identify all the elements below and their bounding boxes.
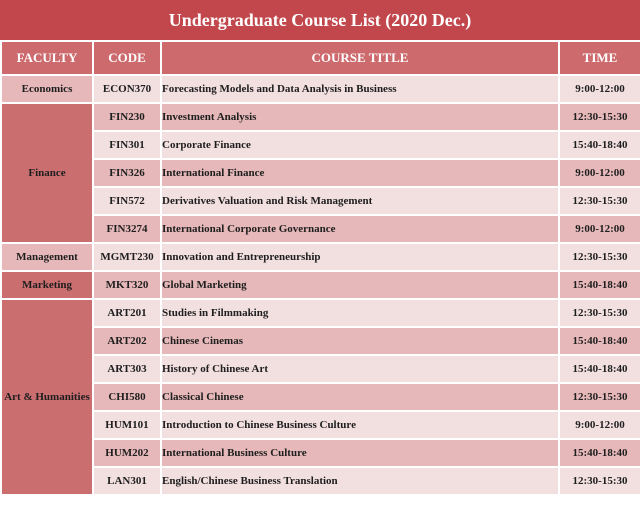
course-code: MKT320 — [92, 270, 162, 300]
course-code: FIN301 — [92, 130, 162, 160]
course-time: 9:00-12:00 — [558, 158, 640, 188]
course-time: 9:00-12:00 — [558, 74, 640, 104]
course-code: ART201 — [92, 298, 162, 328]
course-time: 15:40-18:40 — [558, 130, 640, 160]
course-title: Innovation and Entrepreneurship — [160, 242, 560, 272]
course-time: 12:30-15:30 — [558, 186, 640, 216]
course-time: 15:40-18:40 — [558, 438, 640, 468]
course-code: HUM202 — [92, 438, 162, 468]
course-code: FIN230 — [92, 102, 162, 132]
faculty-cell-economics: Economics — [0, 74, 94, 104]
course-title: Forecasting Models and Data Analysis in … — [160, 74, 560, 104]
table-row: HUM202 International Business Culture 15… — [1, 438, 640, 468]
course-title: International Finance — [160, 158, 560, 188]
table-row: Art & Humanities ART201 Studies in Filmm… — [0, 298, 640, 496]
table-header-row: FACULTY CODE COURSE TITLE TIME — [0, 40, 640, 76]
table-row: Management MGMT230 Innovation and Entrep… — [0, 242, 640, 272]
course-code: FIN326 — [92, 158, 162, 188]
table-row: FIN326 International Finance 9:00-12:00 — [1, 158, 640, 188]
course-time: 12:30-15:30 — [558, 382, 640, 412]
course-time: 15:40-18:40 — [558, 270, 640, 300]
header-course-title: COURSE TITLE — [160, 40, 560, 76]
table-row: CHI580 Classical Chinese 12:30-15:30 — [1, 382, 640, 412]
course-table: FACULTY CODE COURSE TITLE TIME Economics… — [0, 40, 640, 496]
course-time: 9:00-12:00 — [558, 410, 640, 440]
course-title: Global Marketing — [160, 270, 560, 300]
table-row: FIN572 Derivatives Valuation and Risk Ma… — [1, 186, 640, 216]
table-row: FIN301 Corporate Finance 15:40-18:40 — [1, 130, 640, 160]
course-title: International Corporate Governance — [160, 214, 560, 244]
course-title: Classical Chinese — [160, 382, 560, 412]
course-time: 12:30-15:30 — [558, 466, 640, 496]
course-code: ECON370 — [92, 74, 162, 104]
table-row: Finance FIN230 Investment Analysis 12:30… — [0, 102, 640, 244]
faculty-cell-finance: Finance — [0, 102, 94, 244]
course-time: 12:30-15:30 — [558, 102, 640, 132]
table-row: HUM101 Introduction to Chinese Business … — [1, 410, 640, 440]
course-code: CHI580 — [92, 382, 162, 412]
course-code: FIN572 — [92, 186, 162, 216]
course-time: 15:40-18:40 — [558, 354, 640, 384]
faculty-cell-management: Management — [0, 242, 94, 272]
course-title: Investment Analysis — [160, 102, 560, 132]
course-time: 9:00-12:00 — [558, 214, 640, 244]
course-code: ART202 — [92, 326, 162, 356]
table-row: ART303 History of Chinese Art 15:40-18:4… — [1, 354, 640, 384]
course-title: History of Chinese Art — [160, 354, 560, 384]
course-title: International Business Culture — [160, 438, 560, 468]
table-row: LAN301 English/Chinese Business Translat… — [1, 466, 640, 496]
page-title: Undergraduate Course List (2020 Dec.) — [0, 0, 640, 40]
course-title: Introduction to Chinese Business Culture — [160, 410, 560, 440]
course-code: ART303 — [92, 354, 162, 384]
course-title: Corporate Finance — [160, 130, 560, 160]
course-time: 12:30-15:30 — [558, 298, 640, 328]
table-row: Economics ECON370 Forecasting Models and… — [0, 74, 640, 104]
table-row: FIN3274 International Corporate Governan… — [1, 214, 640, 244]
course-title: Studies in Filmmaking — [160, 298, 560, 328]
faculty-cell-art-humanities: Art & Humanities — [0, 298, 94, 496]
course-code: FIN3274 — [92, 214, 162, 244]
course-code: MGMT230 — [92, 242, 162, 272]
course-title: Chinese Cinemas — [160, 326, 560, 356]
header-time: TIME — [558, 40, 640, 76]
course-title: English/Chinese Business Translation — [160, 466, 560, 496]
header-code: CODE — [92, 40, 162, 76]
header-faculty: FACULTY — [0, 40, 94, 76]
table-row: Marketing MKT320 Global Marketing 15:40-… — [0, 270, 640, 300]
course-code: HUM101 — [92, 410, 162, 440]
course-time: 15:40-18:40 — [558, 326, 640, 356]
course-title: Derivatives Valuation and Risk Managemen… — [160, 186, 560, 216]
table-row: ART202 Chinese Cinemas 15:40-18:40 — [1, 326, 640, 356]
faculty-cell-marketing: Marketing — [0, 270, 94, 300]
course-code: LAN301 — [92, 466, 162, 496]
course-time: 12:30-15:30 — [558, 242, 640, 272]
